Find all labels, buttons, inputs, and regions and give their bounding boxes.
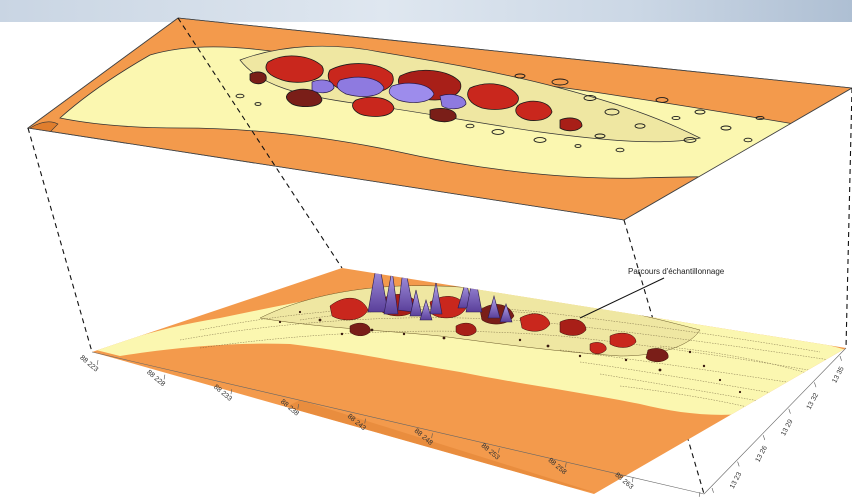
right-axis-tick-label: 13 29 (780, 418, 794, 437)
right-axis-tick-mark (711, 487, 714, 493)
bottom-contour-lines (179, 306, 831, 411)
right-axis-tick-label: 13 23 (729, 471, 743, 490)
right-axis-tick-label: 13 32 (806, 392, 820, 411)
front-axis-tick-mark (96, 359, 99, 365)
annotation-label: Parcours d'échantillonnage (628, 267, 725, 276)
front-axis-tick-mark (163, 374, 166, 380)
projection-lines (27, 17, 852, 495)
bottom-speckles (278, 310, 742, 394)
right-axis-tick-mark (814, 382, 817, 388)
bottom-3d-surface (92, 268, 846, 494)
front-axis-tick-mark (632, 477, 634, 483)
front-axis-tick-mark (297, 403, 299, 409)
top-purple-core (311, 76, 467, 110)
bottom-purple-peaks (367, 268, 553, 323)
sampling-path-annotation: Parcours d'échantillonnage (579, 267, 725, 319)
right-axis-tick-mark (788, 408, 791, 414)
right-axis-tick-label: 13 35 (831, 366, 845, 385)
annotation-leader-line (579, 277, 665, 319)
front-axis-tick-mark (565, 462, 567, 468)
top-scatter-contours (235, 73, 765, 153)
front-axis-tick-mark (230, 389, 233, 395)
right-axis-tick-mark (839, 355, 842, 361)
right-axis-tick-mark (762, 435, 766, 441)
front-axis-tick-mark (498, 447, 500, 453)
front-axis-tick-mark (364, 418, 366, 424)
header-band (0, 0, 852, 22)
front-axis-tick-mark (431, 433, 433, 439)
front-axis-tick-label: 88 223 (78, 354, 99, 373)
right-axis-tick-mark (737, 461, 740, 467)
front-axis-tick-mark (698, 491, 701, 497)
top-corner-lobe (29, 121, 59, 135)
right-axis-tick-label: 13 26 (755, 445, 769, 464)
top-contour-map (26, 17, 852, 221)
